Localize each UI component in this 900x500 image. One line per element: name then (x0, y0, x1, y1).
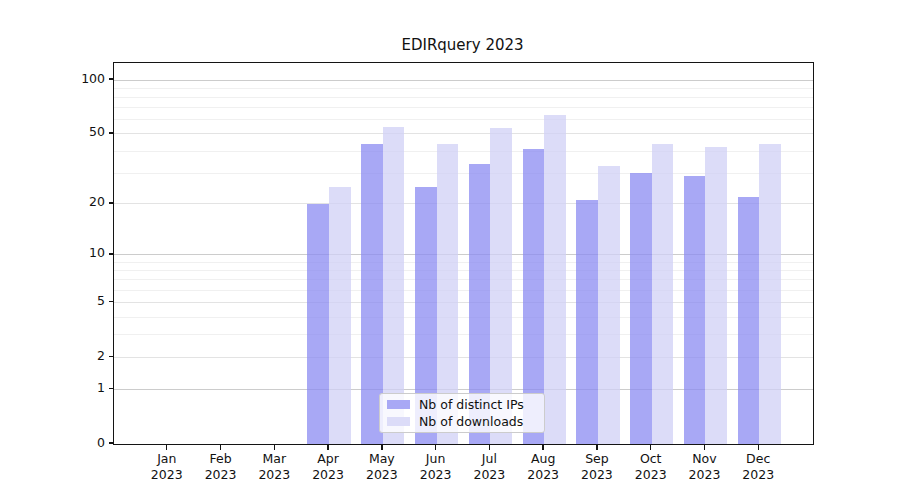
bar-downloads (652, 144, 674, 444)
y-tick-label: 10 (45, 246, 105, 260)
gridline-minor (114, 97, 813, 98)
x-tick-mark (381, 445, 382, 450)
y-tick-label: 100 (45, 72, 105, 86)
y-tick-label: 20 (45, 195, 105, 209)
gridline (114, 80, 813, 81)
y-tick-mark (109, 253, 114, 254)
bar-downloads (329, 187, 351, 444)
x-tick-mark (435, 445, 436, 450)
y-tick-mark (109, 442, 114, 443)
y-tick-label: 2 (45, 349, 105, 363)
legend-swatch-downloads-icon (387, 417, 410, 426)
y-tick-label: 0 (45, 436, 105, 450)
x-tick-mark (650, 445, 651, 450)
y-tick-mark (109, 202, 114, 203)
bar-downloads (759, 144, 781, 444)
bar-downloads (598, 166, 620, 444)
legend: Nb of distinct IPs Nb of downloads (379, 393, 545, 433)
y-tick-mark (109, 356, 114, 357)
gridline-minor (114, 119, 813, 120)
x-tick-mark (274, 445, 275, 450)
x-tick-mark (327, 445, 328, 450)
plot-area (113, 62, 814, 445)
bar-distinct-ips (630, 173, 652, 444)
y-tick-label: 5 (45, 294, 105, 308)
bar-distinct-ips (307, 204, 329, 444)
y-tick-mark (109, 301, 114, 302)
y-tick-mark (109, 388, 114, 389)
x-tick-mark (596, 445, 597, 450)
chart-figure: EDIRquery 2023 0125102050100Jan 2023Feb … (0, 0, 900, 500)
legend-item-distinct-ips: Nb of distinct IPs (380, 396, 544, 413)
gridline-minor (114, 88, 813, 89)
bar-distinct-ips (576, 200, 598, 444)
x-tick-mark (704, 445, 705, 450)
bar-downloads (705, 147, 727, 444)
x-tick-mark (489, 445, 490, 450)
x-tick-mark (758, 445, 759, 450)
y-tick-mark (109, 132, 114, 133)
legend-swatch-distinct-ips-icon (387, 400, 410, 409)
bar-downloads (544, 115, 566, 444)
gridline (114, 133, 813, 134)
bar-distinct-ips (738, 197, 760, 444)
x-tick-label-dec: Dec 2023 (723, 451, 793, 483)
chart-title: EDIRquery 2023 (113, 36, 812, 54)
y-tick-label: 50 (45, 125, 105, 139)
legend-label-distinct-ips: Nb of distinct IPs (419, 397, 524, 412)
x-tick-mark (542, 445, 543, 450)
y-tick-mark (109, 78, 114, 79)
legend-item-downloads: Nb of downloads (380, 413, 544, 430)
x-tick-mark (166, 445, 167, 450)
x-tick-mark (220, 445, 221, 450)
gridline-minor (114, 107, 813, 108)
y-tick-label: 1 (45, 381, 105, 395)
legend-label-downloads: Nb of downloads (419, 414, 523, 429)
bar-distinct-ips (684, 176, 706, 444)
